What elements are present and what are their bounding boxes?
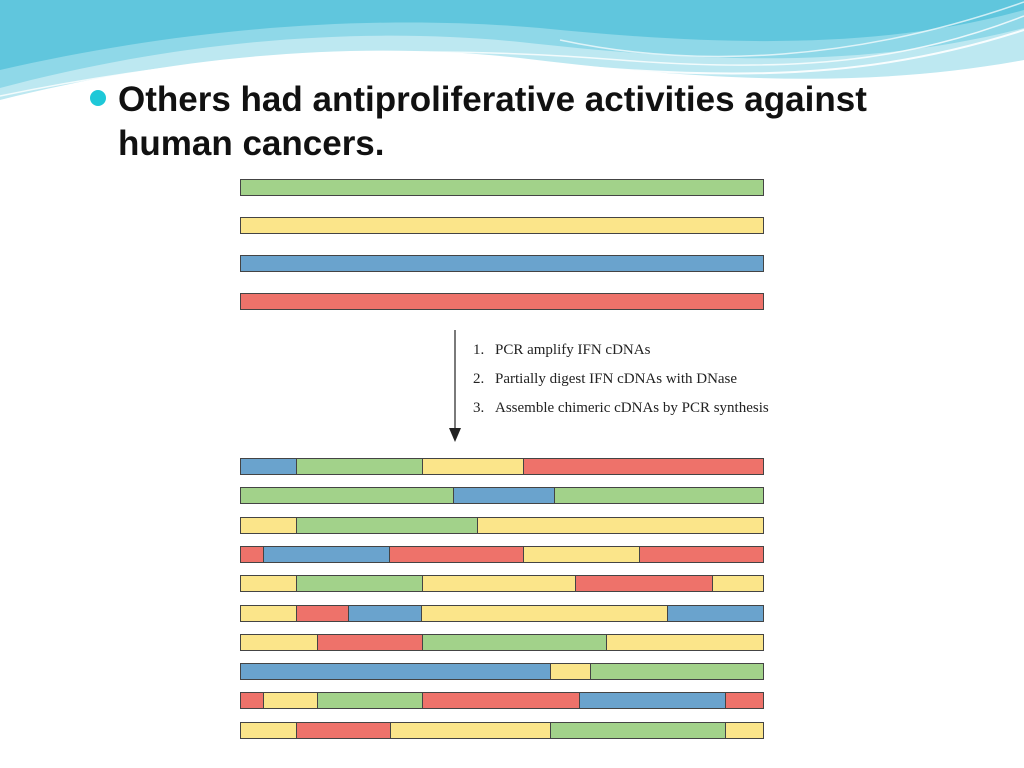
- chimeric-cdna-bar: [240, 516, 764, 534]
- segment-green: [554, 487, 764, 505]
- bullet-dot-icon: [90, 90, 106, 106]
- step-item: 3. Assemble chimeric cDNAs by PCR synthes…: [473, 398, 813, 427]
- segment-yellow: [390, 721, 551, 739]
- step-number: 2.: [473, 371, 485, 387]
- chimeric-cdna-bar: [240, 721, 764, 739]
- parental-cdna-bar: [240, 179, 764, 196]
- procedure-steps: 1. PCR amplify IFN cDNAs 2. Partially dige…: [473, 340, 813, 427]
- segment-red: [422, 692, 580, 710]
- chimeric-cdna-bar: [240, 604, 764, 622]
- segment-yellow: [263, 692, 318, 710]
- bullet-text: Others had antiproliferative activities …: [118, 80, 867, 163]
- step-text: Partially digest IFN cDNAs with DNase: [495, 371, 738, 387]
- wave-line-1: [0, 29, 1024, 109]
- header-wave-decoration: [0, 0, 1024, 109]
- segment-red: [317, 633, 423, 651]
- step-text: PCR amplify IFN cDNAs: [495, 342, 651, 358]
- chimeric-cdna-bar: [240, 575, 764, 593]
- segment-yellow: [240, 217, 764, 234]
- step-number: 1.: [473, 342, 485, 358]
- chimeric-cdna-bar: [240, 692, 764, 710]
- segment-red: [296, 721, 391, 739]
- segment-yellow: [422, 575, 576, 593]
- segment-green: [317, 692, 423, 710]
- segment-yellow: [523, 545, 640, 563]
- chimeric-ifn-diagram: 1. PCR amplify IFN cDNAs 2. Partially dige…: [230, 170, 810, 755]
- segment-green: [550, 721, 726, 739]
- segment-green: [240, 179, 764, 196]
- segment-yellow: [477, 516, 764, 534]
- wave-line-3: [559, 1, 1024, 58]
- wave-line-2: [0, 15, 1024, 97]
- segment-yellow: [422, 458, 524, 475]
- chimeric-cdna-bar: [240, 545, 764, 563]
- segment-green: [240, 487, 454, 505]
- segment-yellow: [725, 721, 764, 739]
- segment-blue: [240, 458, 297, 475]
- segment-blue: [240, 255, 764, 272]
- segment-yellow: [240, 516, 297, 534]
- segment-yellow: [712, 575, 764, 593]
- chimeric-cdna-bar: [240, 663, 764, 681]
- segment-green: [590, 663, 764, 681]
- step-item: 1. PCR amplify IFN cDNAs: [473, 340, 813, 369]
- step-text: Assemble chimeric cDNAs by PCR synthesis: [495, 400, 769, 416]
- segment-red: [575, 575, 713, 593]
- segment-blue: [348, 604, 422, 622]
- segment-yellow: [240, 575, 297, 593]
- chimeric-cdna-bar: [240, 487, 764, 505]
- segment-green: [422, 633, 607, 651]
- segment-yellow: [606, 633, 764, 651]
- segment-blue: [453, 487, 555, 505]
- segment-red: [725, 692, 764, 710]
- segment-blue: [263, 545, 390, 563]
- parental-cdna-bar: [240, 293, 764, 310]
- segment-yellow: [550, 663, 591, 681]
- segment-red: [523, 458, 764, 475]
- segment-blue: [667, 604, 764, 622]
- segment-green: [296, 575, 423, 593]
- wave-dark: [0, 0, 1024, 70]
- chimeric-cdna-bar: [240, 458, 764, 475]
- segment-yellow: [240, 633, 318, 651]
- segment-yellow: [240, 604, 297, 622]
- parental-cdna-bar: [240, 217, 764, 234]
- segment-red: [240, 293, 764, 310]
- segment-blue: [240, 663, 551, 681]
- segment-blue: [579, 692, 726, 710]
- chimeric-cdna-bar: [240, 633, 764, 651]
- segment-red: [240, 692, 264, 710]
- step-number: 3.: [473, 400, 485, 416]
- segment-yellow: [421, 604, 668, 622]
- segment-red: [389, 545, 524, 563]
- down-arrow-icon: [449, 330, 461, 442]
- step-item: 2. Partially digest IFN cDNAs with DNase: [473, 369, 813, 398]
- segment-red: [296, 604, 349, 622]
- segment-red: [639, 545, 764, 563]
- segment-red: [240, 545, 264, 563]
- parental-cdna-bar: [240, 255, 764, 272]
- segment-green: [296, 458, 423, 475]
- segment-green: [296, 516, 478, 534]
- segment-yellow: [240, 721, 297, 739]
